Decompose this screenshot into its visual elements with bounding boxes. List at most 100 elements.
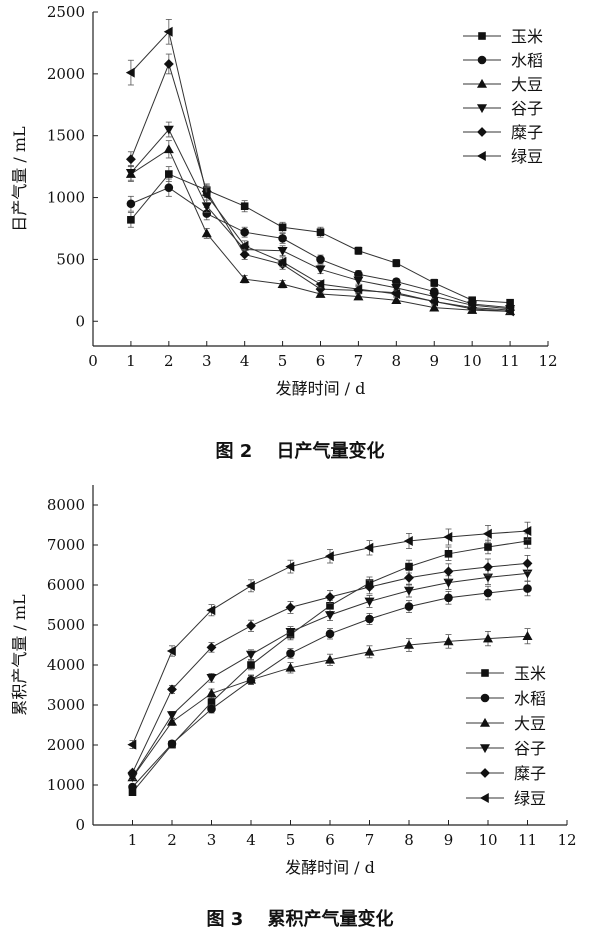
chart2-point-2 <box>324 654 336 664</box>
chart1-point-2 <box>429 302 440 312</box>
chart1-point-0 <box>316 228 325 236</box>
daily-gas-chart: 0 1 2 3 4 5 6 7 8 9 10 11 1205001000150020002500发酵时间… <box>10 3 558 398</box>
chart1-legend-label-4: 糜子 <box>511 123 543 142</box>
chart2-point-2 <box>403 639 415 649</box>
chart1-point-2 <box>277 279 288 288</box>
chart2-legend-marker-1 <box>480 693 490 703</box>
chart1-legend-label-5: 绿豆 <box>511 147 543 166</box>
figure-3-caption: 图 3 累积产气量变化 <box>206 908 393 930</box>
chart1-legend-marker-1 <box>477 55 487 65</box>
chart2-point-4 <box>483 562 493 572</box>
chart2-x-tick-label: 10 <box>478 831 497 849</box>
chart2-point-3 <box>403 586 415 596</box>
chart2-point-0 <box>247 661 255 669</box>
chart2-point-4 <box>325 592 335 602</box>
chart2-point-5 <box>403 535 413 547</box>
chart2-point-4 <box>127 767 138 778</box>
chart2-point-2 <box>443 636 454 646</box>
chart2-point-0 <box>484 543 492 551</box>
chart2-point-5 <box>285 561 295 572</box>
chart2-x-tick-label: 7 <box>365 831 375 849</box>
chart1-point-5 <box>277 256 287 267</box>
chart2-x-tick-label: 1 <box>128 831 138 849</box>
chart2-point-4 <box>246 620 256 631</box>
chart2-point-3 <box>364 597 375 607</box>
chart2-point-1 <box>128 782 137 792</box>
chart1-y-tick-label: 1500 <box>47 127 85 145</box>
chart1-point-5 <box>391 289 401 300</box>
chart2-point-3 <box>324 611 336 621</box>
chart2-point-5 <box>166 645 176 657</box>
chart2-point-5 <box>364 542 374 553</box>
chart2-y-tick-label: 8000 <box>47 496 85 514</box>
chart1-x-tick-label: 11 <box>501 352 520 370</box>
cumulative-gas-chart: 1 2 3 4 5 6 7 8 9 10 11 120100020003000400050006000… <box>10 485 577 877</box>
chart1-point-0 <box>165 170 173 178</box>
chart1-y-tick-label: 2000 <box>47 65 85 83</box>
chart2-x-tick-label: 6 <box>325 831 335 849</box>
figure-3-caption-number: 图 3 <box>206 909 243 930</box>
chart2-point-3 <box>245 650 257 660</box>
chart1-x-tick-label: 0 <box>88 352 98 370</box>
chart1-point-2 <box>201 228 212 238</box>
chart1-point-5 <box>467 303 476 314</box>
chart2-legend-label-4: 糜子 <box>514 764 546 783</box>
chart2-series-line-0 <box>132 540 528 793</box>
chart2-x-tick-label: 4 <box>246 831 256 849</box>
chart2-point-2 <box>482 633 494 643</box>
figure-2-caption-number: 图 2 <box>215 441 252 462</box>
chart1-legend-marker-2 <box>476 78 488 88</box>
chart2-point-2 <box>522 631 533 641</box>
chart1-point-0 <box>392 259 401 267</box>
chart1-x-tick-label: 8 <box>392 352 402 370</box>
chart1-point-0 <box>354 246 363 255</box>
chart2-y-tick-label: 4000 <box>47 656 85 674</box>
chart2-point-5 <box>443 531 453 543</box>
chart2-legend-marker-4 <box>480 768 490 778</box>
chart1-point-4 <box>239 249 250 260</box>
chart2-legend-label-0: 玉米 <box>514 664 546 683</box>
chart1-point-1 <box>126 199 136 209</box>
chart2-point-5 <box>324 551 334 562</box>
chart1-point-5 <box>239 240 249 251</box>
chart2-point-4 <box>404 572 414 583</box>
chart2-x-tick-label: 5 <box>286 831 296 849</box>
chart1-point-3 <box>315 265 326 275</box>
chart1-point-1 <box>164 183 174 192</box>
chart2-point-4 <box>285 602 296 613</box>
chart2-point-1 <box>207 704 216 714</box>
chart2-x-tick-label: 2 <box>167 831 177 849</box>
chart1-legend-label-2: 大豆 <box>511 75 543 94</box>
chart1-x-tick-label: 1 <box>126 352 136 370</box>
chart2-point-2 <box>364 646 375 656</box>
chart1-x-tick-label: 12 <box>538 352 557 370</box>
figure-2-caption-text: 日产气量变化 <box>277 440 385 462</box>
chart1-point-5 <box>125 67 135 78</box>
chart2-point-2 <box>285 662 296 672</box>
chart2-point-5 <box>127 739 137 750</box>
chart2-point-4 <box>522 558 533 569</box>
chart1-point-0 <box>278 223 287 232</box>
chart1-y-axis-label: 日产气量 / mL <box>10 126 29 232</box>
chart2-point-1 <box>404 602 414 611</box>
chart1-point-5 <box>353 284 363 295</box>
chart2-x-axis-label: 发酵时间 / d <box>285 858 375 877</box>
chart1-y-tick-label: 1000 <box>47 189 85 207</box>
chart2-point-4 <box>443 566 454 577</box>
chart2-legend-marker-2 <box>479 717 491 727</box>
chart1-point-5 <box>504 306 514 317</box>
chart2-point-1 <box>286 649 295 658</box>
chart1-point-2 <box>163 144 174 154</box>
chart1-x-tick-label: 9 <box>429 352 439 370</box>
chart1-point-3 <box>353 276 364 286</box>
chart2-point-5 <box>522 525 532 537</box>
chart2-legend-label-2: 大豆 <box>514 714 546 733</box>
chart2-point-1 <box>325 629 335 639</box>
chart2-point-0 <box>444 549 453 558</box>
chart2-point-0 <box>405 562 413 571</box>
chart2-y-tick-label: 0 <box>75 816 85 834</box>
chart1-legend-marker-0 <box>478 32 486 40</box>
chart2-y-axis-label: 累积产气量 / mL <box>10 594 29 716</box>
chart1-point-0 <box>430 279 439 287</box>
